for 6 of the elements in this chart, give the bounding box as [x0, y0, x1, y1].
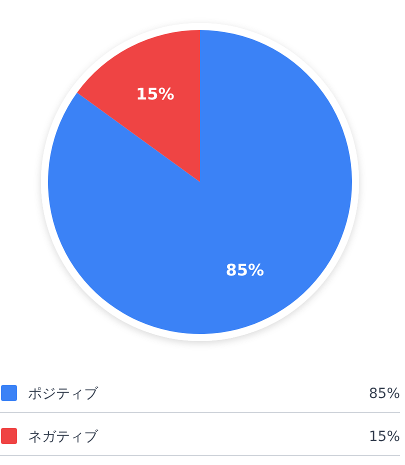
text: 85%: [368, 386, 400, 402]
text: 15%: [368, 428, 400, 445]
data-label: 15%: [136, 84, 174, 104]
legend-label: ネガティブ: [28, 428, 99, 445]
legend-label: ポジティブ: [28, 386, 99, 402]
data-label: 85%: [226, 260, 264, 280]
